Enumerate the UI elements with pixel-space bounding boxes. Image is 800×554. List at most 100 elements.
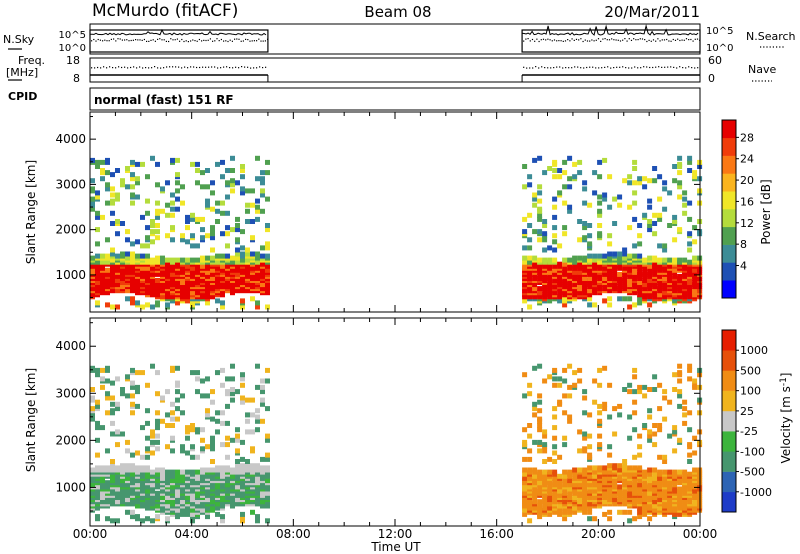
power-cell (165, 202, 170, 208)
power-cell (557, 290, 563, 296)
power-cell (552, 278, 558, 283)
power-cell (125, 166, 130, 171)
velocity-cell (552, 444, 558, 450)
power-cell (572, 263, 578, 269)
velocity-cell (130, 499, 135, 505)
power-colorbar-swatch (722, 173, 736, 192)
power-cell (587, 202, 593, 208)
power-cell (677, 161, 683, 167)
velocity-cell (135, 465, 140, 471)
power-cell (672, 219, 678, 224)
power-cell (627, 304, 633, 310)
power-cell (527, 255, 533, 261)
power-cell (687, 231, 693, 237)
power-cell (155, 200, 160, 206)
velocity-cell (145, 408, 150, 414)
velocity-cell (105, 465, 110, 471)
velocity-cell (632, 367, 638, 373)
velocity-cell (552, 475, 558, 481)
nave-point (259, 66, 261, 68)
velocity-cell (255, 414, 260, 420)
power-cell (115, 231, 120, 237)
power-cell (617, 255, 623, 261)
velocity-cell (567, 363, 573, 369)
velocity-cell (95, 403, 100, 409)
nave-point (241, 66, 243, 68)
velocity-cell (657, 427, 663, 433)
power-cell (115, 219, 120, 224)
power-cell (240, 229, 245, 235)
freq-left-label-2: [MHz] (6, 66, 38, 79)
velocity-cell (195, 454, 200, 460)
power-cell (587, 223, 593, 228)
power-cell (607, 251, 613, 257)
velocity-cell (592, 399, 598, 405)
power-cell (692, 170, 698, 176)
power-cell (647, 302, 653, 308)
velocity-cell (215, 511, 220, 517)
velocity-cell (567, 478, 573, 484)
nave-point (130, 66, 132, 69)
beam-title: Beam 08 (364, 3, 431, 21)
velocity-cell (597, 410, 603, 416)
power-cell (522, 255, 528, 261)
velocity-cell (200, 393, 205, 399)
power-cell (240, 298, 245, 304)
velocity-ytick-label: 1000 (55, 480, 86, 494)
freq-panel-traces (89, 66, 701, 82)
power-cell (100, 253, 105, 259)
time-tick-label: 16:00 (479, 527, 514, 541)
velocity-cell (195, 389, 200, 395)
power-colorbar-tick-label: 20 (740, 174, 754, 187)
velocity-cell (532, 401, 538, 407)
velocity-cell (562, 435, 568, 441)
noise-search-point (231, 40, 233, 42)
velocity-cell (537, 399, 543, 405)
velocity-cell (225, 454, 230, 460)
velocity-cell (225, 376, 230, 382)
power-cell (155, 161, 160, 167)
power-cell (542, 237, 548, 243)
power-cell (677, 194, 683, 200)
velocity-cell (240, 463, 245, 469)
power-cell (607, 233, 613, 239)
velocity-cell (632, 399, 638, 405)
velocity-cell (662, 459, 668, 464)
nave-point (244, 66, 246, 68)
power-cell (592, 261, 598, 267)
power-cell (100, 176, 105, 182)
velocity-cell (637, 465, 643, 471)
power-colorbar-tick-label: 24 (740, 153, 754, 166)
power-cell (220, 200, 225, 206)
velocity-cell (617, 467, 623, 473)
power-cell (225, 210, 230, 216)
noise-right-tick-bottom: 10^0 (706, 43, 733, 54)
power-cell (647, 223, 653, 228)
freq-right-label: Nave (748, 63, 776, 76)
noise-search-point (119, 38, 121, 40)
power-cell (235, 216, 240, 222)
power-cell (160, 255, 165, 261)
velocity-cell (260, 378, 265, 384)
power-cell (235, 271, 240, 277)
power-cell (240, 164, 245, 169)
power-cell (205, 184, 210, 190)
power-cell (195, 180, 200, 186)
noise-search-point (619, 40, 622, 42)
power-cell (155, 182, 160, 188)
power-cell (577, 237, 583, 243)
power-cell (200, 170, 205, 176)
power-cell (220, 174, 225, 180)
nave-point (571, 67, 573, 69)
power-cell (115, 253, 120, 259)
power-cell (230, 182, 235, 188)
velocity-cell (607, 463, 613, 469)
nave-point (577, 66, 579, 68)
power-cell (220, 300, 225, 306)
velocity-cell (552, 406, 558, 412)
nave-point (658, 66, 660, 68)
velocity-cell (642, 384, 648, 390)
power-cell (532, 229, 538, 235)
noise-search-point (106, 40, 108, 42)
noise-search-point (207, 39, 209, 41)
